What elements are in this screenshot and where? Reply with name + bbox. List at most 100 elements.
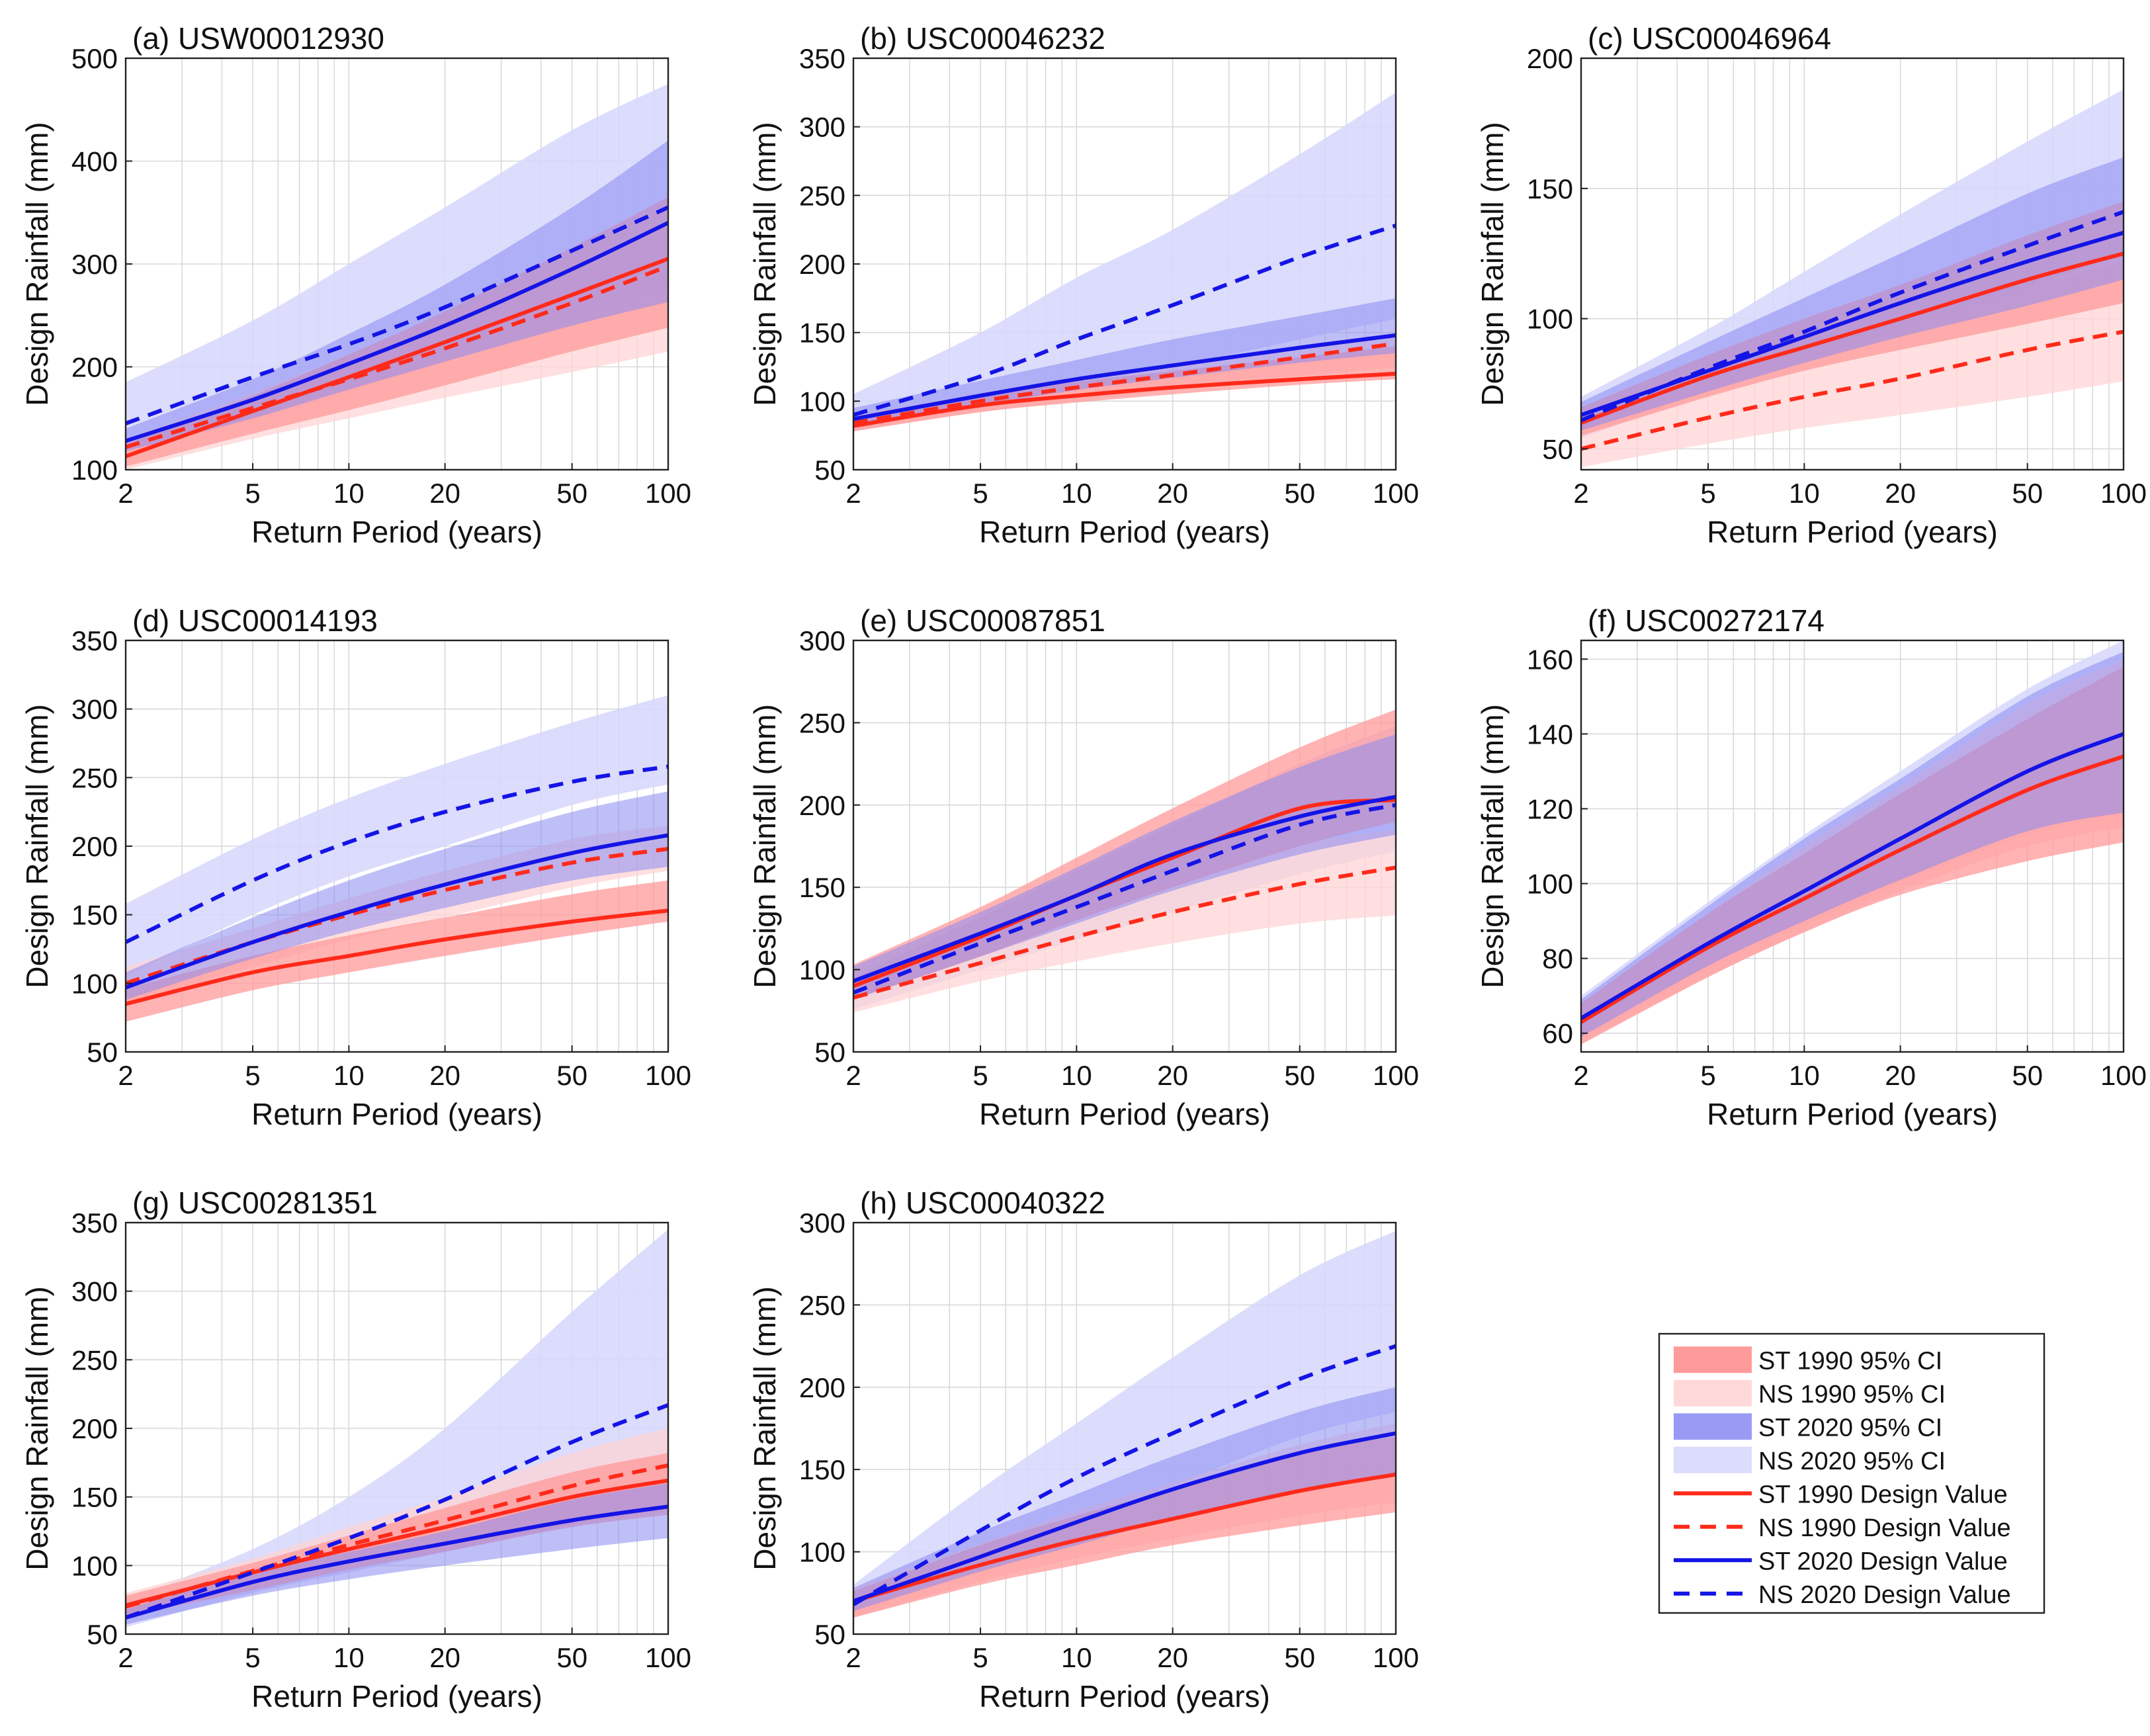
band-st-1990-95-ci: [853, 346, 1396, 431]
ticks: 50 100 150 200 250 300 2 5 10 20 50 100: [799, 1207, 1419, 1673]
legend-swatch: [1674, 1446, 1752, 1473]
ticks: 50 100 150 200 250 300 350 2 5 10 20 50 100: [71, 625, 691, 1091]
series-group: [126, 695, 668, 1022]
y-tick-label: 200: [71, 1413, 118, 1444]
legend-item-st-1990-95-ci: ST 1990 95% CI: [1674, 1346, 1942, 1375]
x-tick-label: 2: [845, 1060, 861, 1091]
x-axis-label: Return Period (years): [251, 1097, 542, 1131]
y-tick-label: 50: [814, 1037, 845, 1068]
x-axis-label: Return Period (years): [979, 515, 1270, 549]
x-tick-label: 10: [333, 1642, 365, 1673]
line-ns-2020-design-value: [126, 764, 668, 944]
x-tick-label: 100: [645, 1060, 691, 1091]
x-tick-label: 20: [1157, 1060, 1188, 1091]
panel-title: (c) USC00046964: [1588, 21, 1831, 56]
x-axis-label: Return Period (years): [1707, 1097, 1998, 1131]
panel-title: (d) USC00014193: [132, 603, 378, 638]
line-ns-1990-design-value: [1581, 329, 2124, 451]
y-tick-label: 200: [799, 249, 845, 280]
y-tick-label: 50: [814, 455, 845, 486]
panel-title: (a) USW00012930: [132, 21, 384, 56]
panel-title: (g) USC00281351: [132, 1186, 378, 1220]
ticks: 50 100 150 200 2 5 10 20 50 100: [1527, 43, 2147, 509]
x-tick-label: 10: [1061, 1060, 1092, 1091]
series-group: [1581, 640, 2124, 1045]
series-group: [1581, 89, 2124, 468]
y-tick-label: 50: [814, 1619, 845, 1650]
line-ns-2020-design-value: [853, 803, 1396, 995]
y-axis-label: Design Rainfall (mm): [748, 122, 782, 406]
legend-label: NS 2020 Design Value: [1758, 1581, 2011, 1609]
y-tick-label: 250: [799, 180, 845, 211]
band-ns-1990-95-ci: [853, 830, 1396, 1013]
y-tick-label: 250: [799, 707, 845, 738]
x-axis-label: Return Period (years): [251, 1679, 542, 1714]
panel-e-usc00087851: 50 100 150 200 250 300 2 5 10 20 50 100 Return Perio…: [748, 603, 1419, 1131]
line-ns-2020-design-value: [853, 224, 1396, 417]
y-tick-label: 160: [1527, 644, 1573, 675]
series-group: [126, 1229, 668, 1628]
x-tick-label: 2: [845, 1642, 861, 1673]
x-tick-label: 5: [1700, 478, 1715, 509]
x-tick-label: 50: [556, 1060, 587, 1091]
legend-item-st-2020-design-value: ST 2020 Design Value: [1674, 1547, 2008, 1575]
band-ns-2020-95-ci: [126, 83, 668, 451]
band-st-2020-95-ci: [1581, 157, 2124, 431]
x-tick-label: 20: [1885, 478, 1916, 509]
legend-item-st-2020-95-ci: ST 2020 95% CI: [1674, 1413, 1942, 1442]
band-st-1990-95-ci: [126, 880, 668, 1022]
line-ns-1990-design-value: [853, 341, 1396, 425]
panel-title: (f) USC00272174: [1588, 603, 1825, 638]
y-tick-label: 300: [71, 249, 118, 280]
y-tick-label: 150: [71, 1482, 118, 1513]
y-tick-label: 250: [71, 762, 118, 793]
line-st-1990-design-value: [1581, 754, 2124, 1024]
legend-label: ST 1990 95% CI: [1758, 1347, 1942, 1375]
y-tick-label: 150: [799, 872, 845, 903]
y-tick-label: 300: [799, 112, 845, 143]
x-tick-label: 50: [1284, 1642, 1315, 1673]
x-tick-label: 2: [1573, 478, 1588, 509]
line-st-1990-design-value: [853, 371, 1396, 428]
line-ns-2020-design-value: [126, 205, 668, 425]
line-st-1990-design-value: [126, 908, 668, 1006]
x-tick-label: 2: [118, 1642, 133, 1673]
x-tick-label: 50: [2012, 478, 2043, 509]
line-ns-2020-design-value: [853, 1344, 1396, 1606]
x-tick-label: 5: [972, 1642, 988, 1673]
y-tick-label: 150: [799, 318, 845, 349]
line-st-2020-design-value: [126, 221, 668, 443]
y-tick-label: 100: [1527, 869, 1573, 900]
y-tick-label: 100: [71, 455, 118, 486]
x-tick-label: 2: [1573, 1060, 1588, 1091]
x-tick-label: 10: [1789, 478, 1820, 509]
x-tick-label: 100: [1373, 478, 1419, 509]
x-tick-label: 5: [972, 1060, 988, 1091]
y-tick-label: 150: [799, 1454, 845, 1485]
x-tick-label: 50: [556, 478, 587, 509]
ticks: 50 100 150 200 250 300 2 5 10 20 50 100: [799, 625, 1419, 1091]
line-ns-1990-design-value: [126, 264, 668, 449]
ticks: 50 100 150 200 250 300 350 2 5 10 20 50 100: [71, 1207, 691, 1673]
x-tick-label: 50: [1284, 478, 1315, 509]
legend-item-ns-2020-design-value: NS 2020 Design Value: [1674, 1581, 2011, 1609]
line-st-2020-design-value: [853, 795, 1396, 983]
x-tick-label: 100: [645, 1642, 691, 1673]
band-ns-2020-95-ci: [853, 1231, 1396, 1618]
y-tick-label: 100: [71, 1550, 118, 1581]
line-st-2020-design-value: [1581, 732, 2124, 1020]
line-ns-1990-design-value: [126, 1463, 668, 1609]
y-tick-label: 140: [1527, 718, 1573, 750]
x-tick-label: 20: [429, 478, 460, 509]
line-st-2020-design-value: [1581, 230, 2124, 417]
y-tick-label: 350: [799, 43, 845, 74]
line-st-2020-design-value: [853, 333, 1396, 421]
y-axis-label: Design Rainfall (mm): [748, 704, 782, 988]
x-tick-label: 20: [429, 1642, 460, 1673]
y-tick-label: 200: [799, 790, 845, 821]
x-tick-label: 2: [118, 1060, 133, 1091]
band-st-2020-95-ci: [126, 791, 668, 1000]
band-ns-2020-95-ci: [126, 695, 668, 976]
y-tick-label: 200: [799, 1372, 845, 1403]
x-axis-label: Return Period (years): [979, 1097, 1270, 1131]
